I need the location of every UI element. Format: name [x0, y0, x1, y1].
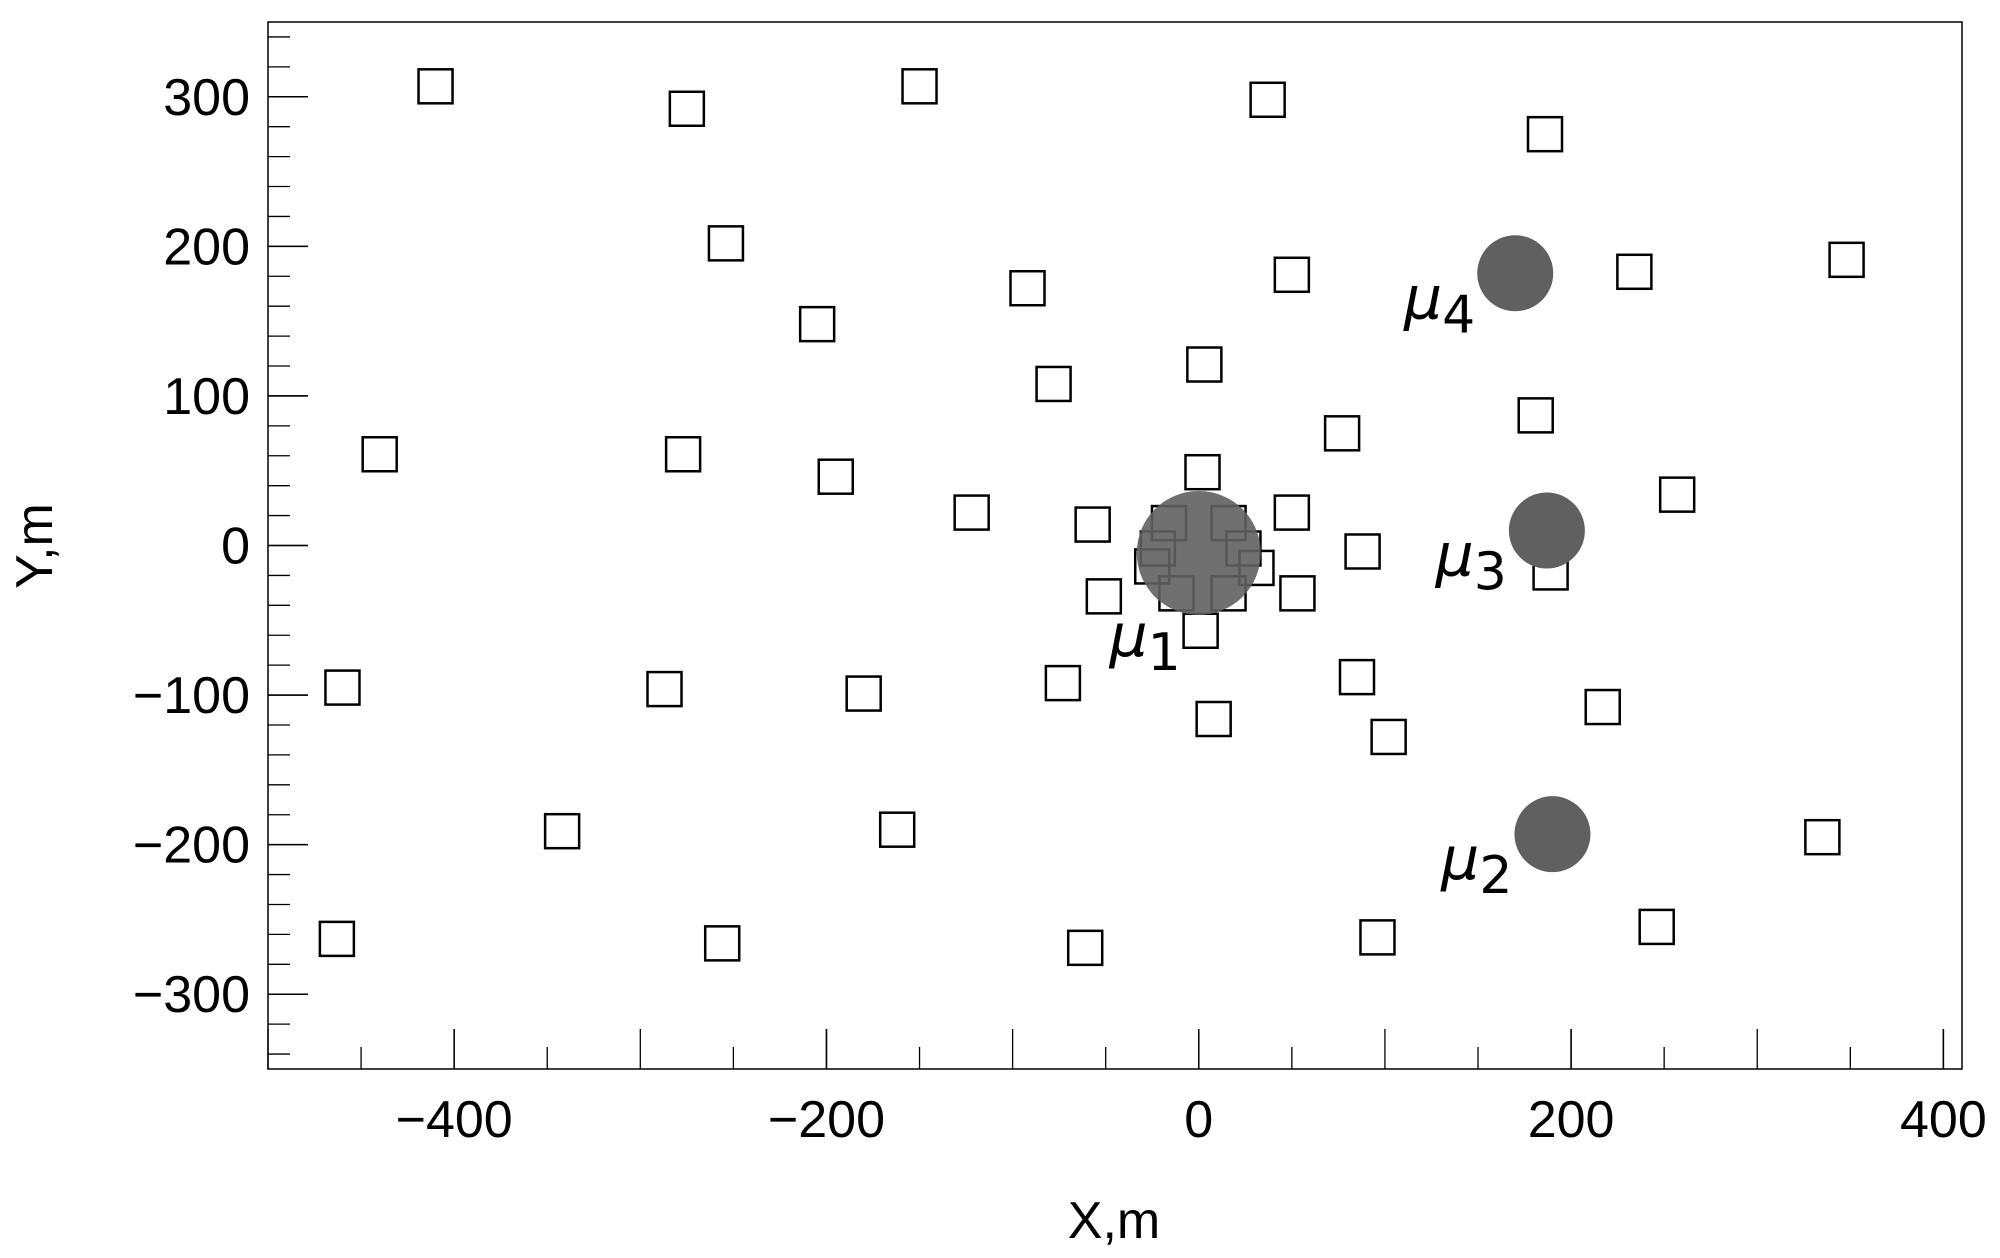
sensor-marker [1184, 453, 1221, 491]
sensor-marker [703, 925, 741, 962]
center-label: μ3 [1435, 521, 1507, 603]
y-tick-label: 0 [221, 518, 250, 576]
y-tick-label: −200 [133, 817, 250, 875]
sensor-marker [845, 675, 882, 712]
center-marker [1136, 490, 1261, 615]
sensor-marker [707, 225, 745, 262]
sensor-marker [324, 669, 361, 706]
center-marker [1514, 796, 1591, 873]
sensor-marker [798, 305, 836, 343]
label-symbol: μ [1108, 601, 1147, 671]
sensor-marker [1066, 929, 1104, 967]
sensor-marker [318, 920, 356, 958]
y-tick-label: 100 [163, 368, 250, 426]
sensor-marker [878, 811, 916, 848]
center-marker [1508, 492, 1585, 569]
y-tick-label: 300 [163, 69, 250, 127]
sensor-marker [1584, 688, 1621, 726]
sensor-marker [1638, 908, 1675, 946]
center-label: μ1 [1108, 601, 1180, 683]
x-axis-label: X,m [1068, 1192, 1160, 1250]
x-tick-label: 0 [1184, 1091, 1213, 1149]
sensor-marker [1526, 115, 1564, 153]
sensor-marker [1338, 658, 1376, 696]
sensor-marker [1085, 578, 1123, 615]
sensor-marker [1195, 700, 1232, 738]
sensor-marker [1074, 506, 1111, 543]
sensor-marker [668, 90, 706, 128]
label-symbol: μ [1435, 521, 1474, 591]
sensor-marker [1249, 81, 1286, 119]
sensor-marker [543, 812, 581, 850]
sensor-marker [1616, 253, 1653, 291]
sensor-marker [1182, 612, 1219, 650]
x-tick-label: 200 [1528, 1091, 1615, 1149]
sensor-marker [1359, 919, 1396, 956]
sensor-marker [953, 494, 990, 531]
center-label: μ2 [1440, 824, 1512, 906]
label-symbol: μ [1403, 263, 1442, 333]
sensor-marker [646, 670, 683, 708]
sensor-marker [664, 436, 702, 473]
sensor-marker [1273, 256, 1311, 294]
sensor-marker [417, 68, 454, 105]
sensor-marker [1658, 476, 1696, 513]
y-tick-label: 200 [163, 218, 250, 276]
sensor-marker [1344, 533, 1381, 570]
sensor-marker [361, 436, 398, 473]
y-axis-label: Y,m [6, 503, 64, 589]
label-subscript: 4 [1442, 285, 1475, 345]
y-tick-label: −100 [133, 667, 250, 725]
label-symbol: μ [1440, 824, 1479, 894]
label-subscript: 3 [1474, 543, 1507, 603]
sensor-marker [1279, 575, 1316, 612]
sensor-marker [1035, 365, 1072, 403]
sensor-marker [1804, 818, 1841, 856]
label-subscript: 2 [1479, 846, 1512, 906]
label-subscript: 1 [1148, 623, 1181, 683]
sensor-marker [1828, 241, 1865, 279]
sensor-marker [1370, 718, 1407, 756]
sensor-marker [1186, 346, 1223, 383]
x-tick-label: −200 [768, 1091, 885, 1149]
center-marker [1477, 235, 1554, 312]
x-tick-label: −400 [396, 1091, 513, 1149]
x-tick-label: 400 [1900, 1091, 1987, 1149]
sensor-marker [1323, 415, 1361, 452]
plot-frame [267, 21, 1963, 1070]
sensor-marker [1273, 494, 1311, 531]
sensor-marker [1044, 664, 1082, 702]
sensor-marker [1009, 269, 1046, 307]
sensor-marker [1517, 397, 1554, 434]
center-label: μ4 [1403, 263, 1475, 345]
sensor-marker [817, 458, 855, 495]
sensor-marker [901, 68, 938, 105]
y-tick-label: −300 [133, 966, 250, 1024]
